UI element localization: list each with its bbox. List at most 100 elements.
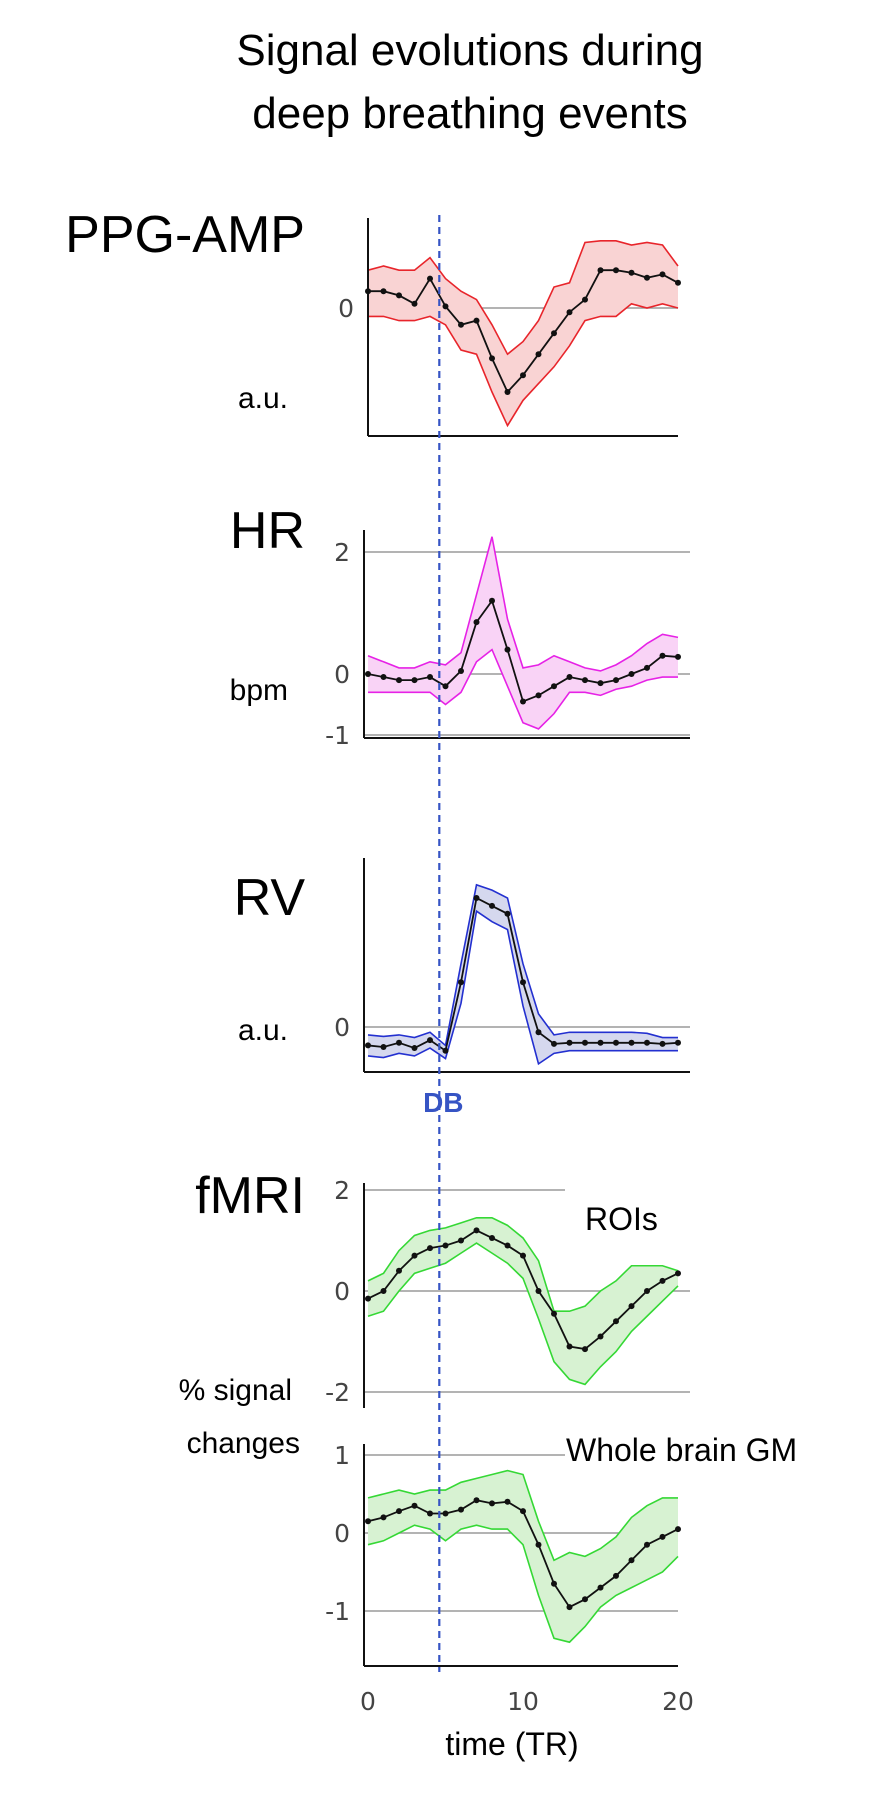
data-point bbox=[675, 653, 681, 660]
data-point bbox=[566, 1604, 573, 1611]
lower-bound-line bbox=[367, 909, 678, 1066]
data-point bbox=[597, 267, 604, 274]
y-tick-label: -1 bbox=[325, 1597, 350, 1626]
annotation-rois: ROIs bbox=[585, 1201, 658, 1237]
data-point bbox=[380, 1514, 387, 1521]
data-point bbox=[520, 372, 526, 379]
data-point bbox=[644, 664, 650, 671]
data-point bbox=[597, 1039, 604, 1046]
data-point bbox=[628, 1303, 635, 1310]
data-point bbox=[442, 1047, 449, 1054]
upper-bound-line bbox=[367, 1469, 678, 1562]
data-point bbox=[380, 1044, 387, 1051]
confidence-band bbox=[368, 240, 678, 426]
confidence-band bbox=[368, 1217, 678, 1385]
db-event-label: DB bbox=[423, 1087, 463, 1118]
data-point bbox=[520, 698, 526, 705]
data-point bbox=[582, 1596, 588, 1603]
data-point bbox=[520, 1508, 526, 1515]
data-point bbox=[644, 1039, 650, 1046]
data-point bbox=[659, 1533, 666, 1540]
upper-bound-line bbox=[367, 883, 678, 1047]
data-point bbox=[644, 274, 650, 281]
data-point bbox=[504, 910, 511, 917]
data-point bbox=[628, 269, 635, 276]
data-point bbox=[551, 1310, 557, 1317]
data-point bbox=[458, 1506, 464, 1513]
data-point bbox=[613, 1572, 619, 1579]
data-point bbox=[551, 1580, 557, 1587]
data-point bbox=[504, 1498, 511, 1505]
upper-bound-line bbox=[367, 1216, 679, 1312]
data-point bbox=[644, 1288, 650, 1294]
data-point bbox=[365, 1042, 371, 1049]
data-point bbox=[489, 1500, 495, 1507]
data-point bbox=[613, 1318, 619, 1325]
unit-label-fmri-line-1: % signal bbox=[179, 1374, 292, 1407]
data-point bbox=[582, 1039, 588, 1046]
data-point bbox=[535, 1541, 542, 1548]
data-point bbox=[566, 309, 573, 316]
upper-bound-line bbox=[367, 240, 679, 356]
data-point bbox=[628, 1557, 635, 1564]
data-point bbox=[442, 1510, 449, 1517]
data-point bbox=[458, 321, 464, 328]
lower-bound-line bbox=[368, 648, 678, 730]
data-point bbox=[442, 1242, 449, 1249]
data-point bbox=[675, 1039, 681, 1046]
data-point bbox=[411, 677, 418, 684]
panel-label-hr: HR bbox=[230, 502, 305, 560]
y-tick-label: 2 bbox=[334, 538, 350, 567]
data-point bbox=[365, 1518, 371, 1525]
data-point bbox=[473, 619, 480, 626]
data-point bbox=[597, 1584, 604, 1591]
data-point bbox=[458, 667, 464, 674]
data-point bbox=[427, 1037, 433, 1044]
data-point bbox=[597, 680, 604, 687]
fmri-rois-plot: 2 0 -2 bbox=[325, 1176, 690, 1408]
y-tick-label: 2 bbox=[334, 1176, 350, 1205]
data-point bbox=[380, 674, 387, 681]
data-point bbox=[535, 1288, 542, 1294]
data-point bbox=[489, 902, 495, 909]
upper-bound-line bbox=[367, 536, 679, 672]
data-point bbox=[380, 288, 387, 295]
y-tick-label: 1 bbox=[334, 1441, 350, 1470]
data-point bbox=[380, 1288, 387, 1294]
unit-label-fmri-line-2: changes bbox=[187, 1427, 300, 1460]
data-point bbox=[442, 303, 449, 310]
data-point bbox=[613, 1039, 619, 1046]
data-point bbox=[675, 1526, 681, 1533]
data-point bbox=[396, 292, 402, 299]
ppg-amp-plot: 0 bbox=[338, 218, 681, 437]
data-point bbox=[520, 979, 526, 986]
data-point bbox=[659, 1040, 666, 1047]
data-point bbox=[411, 1045, 418, 1052]
data-point bbox=[566, 1343, 573, 1350]
data-point bbox=[396, 677, 402, 684]
lower-bound-line bbox=[368, 302, 679, 428]
x-tick-label: 0 bbox=[360, 1687, 376, 1716]
data-point bbox=[628, 671, 635, 677]
data-point bbox=[566, 1039, 573, 1046]
data-point bbox=[489, 355, 495, 362]
data-point bbox=[551, 683, 557, 690]
data-point bbox=[597, 1333, 604, 1340]
data-point bbox=[396, 1508, 402, 1515]
confidence-band bbox=[368, 884, 678, 1064]
data-point bbox=[551, 1040, 557, 1047]
y-tick-label: 0 bbox=[334, 1277, 350, 1306]
x-tick-label: 20 bbox=[662, 1687, 694, 1716]
lower-bound-line bbox=[367, 1524, 679, 1644]
data-point bbox=[489, 1234, 495, 1241]
title-line-1: Signal evolutions during bbox=[236, 26, 703, 75]
unit-label-ppg-amp: a.u. bbox=[238, 382, 288, 415]
confidence-band bbox=[368, 1470, 678, 1643]
data-point bbox=[659, 652, 666, 659]
data-point bbox=[520, 1252, 526, 1259]
y-tick-label: 0 bbox=[338, 294, 354, 323]
data-point bbox=[535, 351, 542, 358]
data-point bbox=[427, 1245, 433, 1252]
panel-label-fmri: fMRI bbox=[195, 1167, 305, 1225]
data-point bbox=[396, 1267, 402, 1274]
